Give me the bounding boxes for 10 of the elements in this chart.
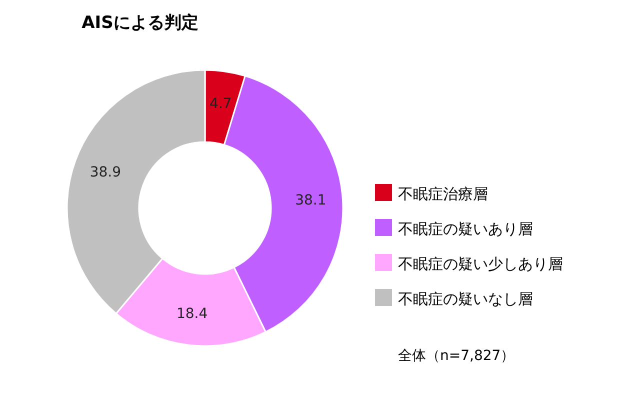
legend-label: 不眠症の疑いなし層 (398, 290, 533, 308)
data-label: 18.4 (176, 306, 208, 322)
legend-label: 不眠症の疑いあり層 (398, 220, 533, 238)
data-label: 38.9 (90, 164, 122, 181)
data-label: 4.7 (209, 96, 232, 112)
data-label: 38.1 (295, 192, 326, 209)
legend-label: 不眠症の疑い少しあり層 (398, 255, 563, 273)
text: 全体（n=7,827） (398, 348, 515, 364)
chart-title: AISによる判定 (82, 13, 198, 33)
legend-label: 不眠症治療層 (398, 185, 488, 203)
